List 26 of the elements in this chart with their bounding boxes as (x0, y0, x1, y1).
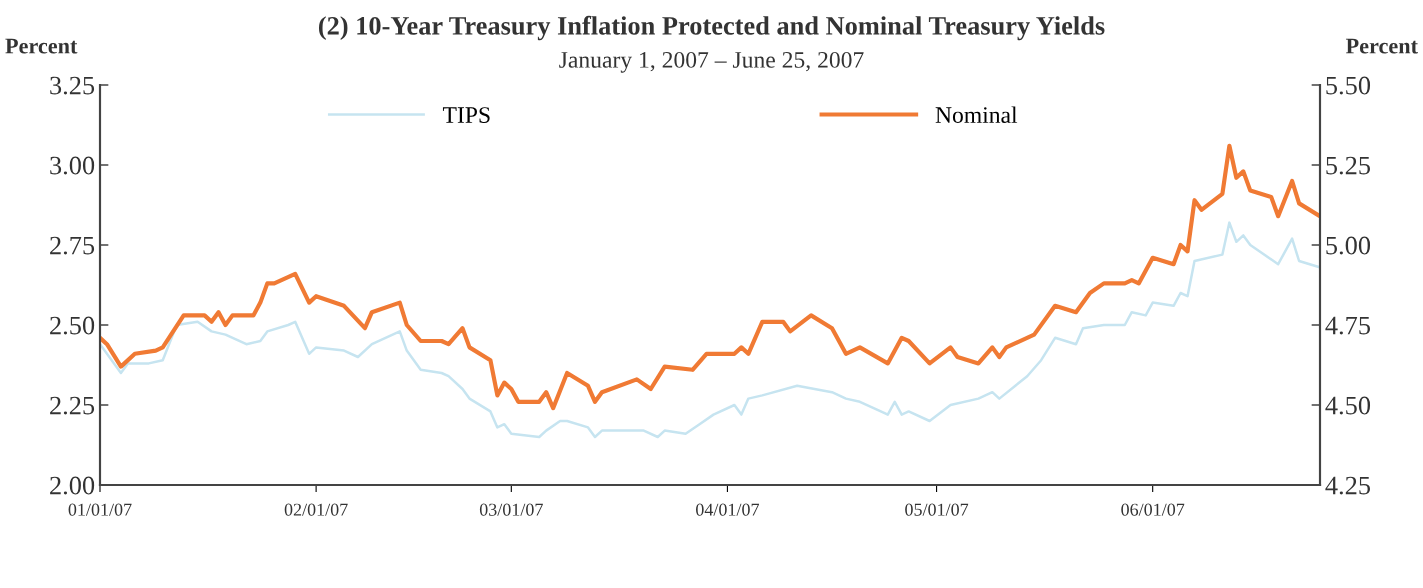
x-tick-label: 05/01/07 (905, 503, 969, 516)
y2-tick-label: 4.75 (1325, 316, 1371, 335)
legend-label: Nominal (935, 106, 1018, 124)
y2-tick-label: 5.00 (1326, 236, 1371, 255)
y2-axis-title: Percent (1345, 38, 1418, 54)
y-axis-title: Percent (5, 38, 78, 54)
y2-tick-label: 5.25 (1326, 156, 1371, 175)
legend-label: TIPS (442, 107, 490, 124)
y2-tick-label: 5.50 (1326, 76, 1371, 95)
chart-subtitle: January 1, 2007 – June 25, 2007 (559, 51, 864, 73)
x-tick-label: 04/01/07 (696, 503, 760, 516)
y-tick-label: 2.25 (50, 396, 95, 415)
x-tick-label: 01/01/07 (68, 503, 132, 516)
y-tick-label: 2.00 (50, 476, 95, 495)
x-tick-label: 03/01/07 (479, 503, 543, 516)
line-series (100, 221, 1320, 439)
y-tick-label: 2.50 (50, 316, 95, 335)
line-series (100, 143, 1320, 411)
y-tick-label: 3.00 (50, 156, 95, 175)
y-tick-label: 3.25 (50, 76, 95, 95)
y-tick-label: 2.75 (50, 236, 95, 255)
x-tick-label: 02/01/07 (284, 503, 348, 516)
x-tick-label: 06/01/07 (1121, 503, 1185, 516)
y2-tick-label: 4.25 (1325, 476, 1371, 495)
y2-tick-label: 4.50 (1325, 396, 1371, 415)
chart-title: (2) 10-Year Treasury Inflation Protected and Nominal Treasury Yields (318, 15, 1105, 41)
